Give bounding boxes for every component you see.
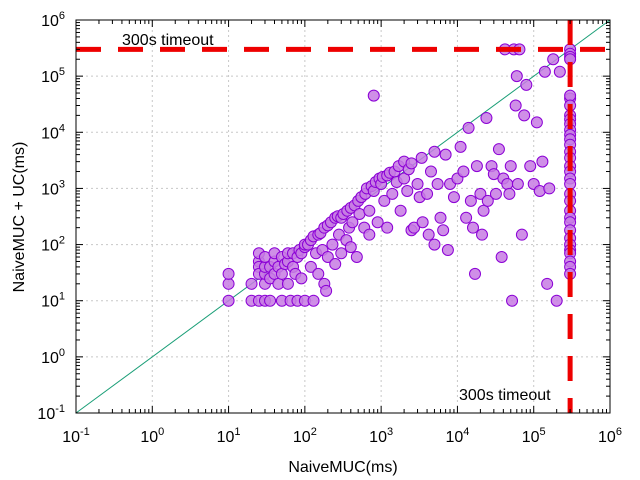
data-point bbox=[457, 165, 470, 178]
data-point bbox=[511, 177, 524, 190]
data-point bbox=[415, 151, 428, 164]
data-point bbox=[538, 65, 551, 78]
data-point bbox=[264, 294, 277, 307]
data-point bbox=[510, 70, 523, 83]
data-point bbox=[398, 172, 411, 185]
data-point bbox=[469, 267, 482, 280]
data-point bbox=[411, 177, 424, 190]
data-point bbox=[363, 228, 376, 241]
data-point bbox=[408, 221, 421, 234]
data-point bbox=[363, 204, 376, 217]
data-point bbox=[543, 182, 556, 195]
data-point bbox=[467, 221, 479, 234]
data-point bbox=[550, 294, 563, 307]
data-point bbox=[495, 251, 508, 264]
data-point bbox=[304, 260, 317, 273]
data-point bbox=[222, 267, 235, 280]
data-point bbox=[378, 194, 391, 207]
data-point bbox=[541, 277, 554, 290]
timeout-label-bottom: 300s timeout bbox=[459, 387, 551, 404]
data-point bbox=[281, 277, 294, 290]
data-point bbox=[386, 187, 399, 200]
data-point bbox=[346, 216, 359, 229]
data-point bbox=[321, 251, 334, 264]
data-point bbox=[222, 277, 235, 290]
data-point bbox=[344, 241, 357, 254]
data-point bbox=[489, 187, 502, 200]
data-point bbox=[492, 143, 505, 156]
data-point bbox=[547, 53, 560, 66]
data-point bbox=[501, 177, 514, 190]
data-point bbox=[405, 157, 418, 170]
data-point bbox=[564, 89, 577, 102]
data-point bbox=[295, 272, 308, 285]
data-point bbox=[428, 145, 441, 158]
data-point bbox=[320, 284, 333, 297]
plot-frame bbox=[75, 19, 611, 414]
grid-lines bbox=[76, 20, 610, 413]
data-point bbox=[454, 140, 467, 153]
data-point bbox=[481, 194, 494, 207]
data-point bbox=[474, 187, 487, 200]
data-point bbox=[470, 160, 483, 173]
data-point bbox=[350, 251, 363, 264]
timeout-lines bbox=[76, 20, 610, 413]
data-point bbox=[439, 148, 452, 161]
data-point bbox=[520, 78, 533, 91]
data-point bbox=[275, 267, 288, 280]
data-point bbox=[518, 109, 531, 122]
data-point bbox=[326, 238, 339, 251]
data-point bbox=[462, 121, 475, 134]
data-point bbox=[441, 244, 454, 257]
data-point bbox=[530, 116, 543, 129]
data-point bbox=[401, 184, 414, 197]
data-point bbox=[329, 258, 342, 271]
data-point bbox=[515, 228, 528, 241]
timeout-label-top: 300s timeout bbox=[122, 32, 214, 49]
data-point bbox=[312, 267, 325, 280]
data-point bbox=[381, 221, 394, 234]
data-point bbox=[353, 208, 366, 221]
data-point bbox=[245, 277, 258, 290]
data-point bbox=[460, 211, 473, 224]
data-point bbox=[480, 111, 493, 124]
data-point bbox=[222, 294, 235, 307]
data-point bbox=[524, 160, 537, 173]
data-point bbox=[553, 65, 566, 78]
data-point bbox=[464, 194, 477, 207]
data-point bbox=[422, 228, 435, 241]
data-point bbox=[335, 247, 348, 260]
data-point bbox=[437, 224, 450, 237]
data-point bbox=[424, 165, 437, 178]
data-point bbox=[307, 294, 320, 307]
data-point bbox=[394, 204, 407, 217]
data-point bbox=[416, 216, 429, 229]
data-point bbox=[428, 238, 441, 251]
data-point bbox=[434, 211, 447, 224]
data-point bbox=[506, 294, 519, 307]
data-point bbox=[536, 155, 549, 168]
data-point bbox=[447, 191, 460, 204]
data-point bbox=[564, 177, 577, 190]
data-point bbox=[477, 204, 490, 217]
data-point bbox=[504, 160, 517, 173]
data-point bbox=[421, 187, 434, 200]
data-point bbox=[509, 99, 522, 112]
data-point bbox=[476, 228, 489, 241]
data-point bbox=[367, 89, 380, 102]
data-point bbox=[431, 177, 444, 190]
data-point bbox=[487, 168, 500, 181]
x-axis-label: NaiveMUC(ms) bbox=[288, 459, 397, 476]
data-point bbox=[371, 216, 384, 229]
y-axis-label: NaiveMUC + UC(ms) bbox=[11, 142, 28, 293]
data-point bbox=[503, 187, 516, 200]
